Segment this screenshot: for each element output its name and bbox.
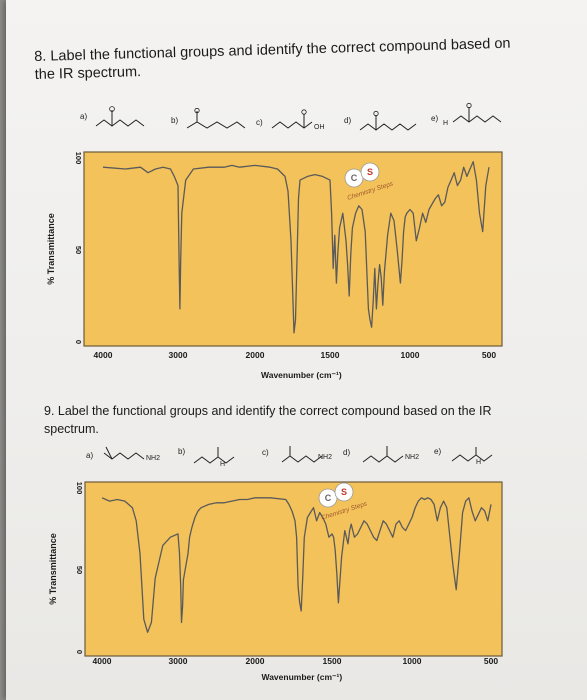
spectrum-line	[102, 161, 490, 334]
x-tick-label: 500	[484, 656, 498, 666]
watermark-badge-s	[360, 162, 380, 182]
y-tick-label: 100	[74, 152, 83, 165]
x-tick-label: 1500	[321, 350, 340, 360]
y-tick-label: 100	[75, 482, 84, 495]
q8-choice-c[interactable]: c) OH	[256, 109, 325, 131]
x-tick-label: 4000	[93, 656, 112, 666]
spectrum-line	[101, 497, 492, 633]
hydrogen-label: H	[443, 120, 449, 127]
y-tick-label: 0	[75, 650, 84, 654]
hydrogen-label: H	[220, 461, 226, 468]
choice-letter: e)	[431, 114, 439, 123]
hydrogen-label: H	[476, 459, 482, 466]
q8-choice-a[interactable]: a)	[80, 106, 145, 127]
x-tick-label: 1000	[401, 350, 420, 360]
choice-letter: e)	[434, 447, 442, 456]
q8-choice-e[interactable]: e) H	[431, 102, 502, 127]
q9-choice-a[interactable]: a) NH2	[86, 446, 160, 462]
choice-letter: a)	[86, 451, 94, 460]
ketone-structure-icon	[359, 110, 417, 131]
x-axis-label: Wavenumber (cm⁻¹)	[261, 370, 342, 380]
amine-structure-icon	[103, 446, 145, 460]
choice-letter: a)	[80, 112, 88, 121]
watermark-letter-s: S	[341, 487, 347, 497]
question-9-prompt: 9. Label the functional groups and ident…	[44, 404, 492, 436]
amine-structure-icon	[193, 447, 235, 464]
watermark-letter-c: C	[325, 493, 332, 503]
y-tick-label: 50	[75, 566, 84, 574]
hydroxyl-label: OH	[314, 124, 325, 131]
carboxylic-acid-structure-icon	[271, 109, 313, 129]
choice-letter: d)	[343, 448, 351, 457]
plot-area	[84, 481, 503, 657]
choice-letter: b)	[171, 116, 179, 125]
choice-letter: d)	[344, 116, 352, 125]
aldehyde-structure-icon	[452, 102, 502, 123]
amine-label: NH2	[405, 454, 420, 461]
ester-structure-icon	[186, 108, 246, 129]
q9-choice-e[interactable]: e) H	[434, 447, 493, 466]
q8-choice-b[interactable]: b)	[171, 108, 246, 129]
x-tick-label: 2000	[246, 350, 265, 360]
amine-structure-icon	[362, 446, 404, 463]
x-tick-label: 4000	[94, 350, 113, 360]
q9-choice-c[interactable]: c) NH2	[262, 446, 332, 463]
y-tick-label: 50	[74, 246, 83, 254]
amine-structure-icon	[451, 447, 493, 462]
x-axis-label: Wavenumber (cm⁻¹)	[261, 672, 342, 682]
q8-choice-d[interactable]: d)	[344, 110, 417, 131]
y-axis-label: % Transmittance	[48, 533, 58, 605]
y-axis-label: % Transmittance	[46, 213, 56, 285]
worksheet-page: 8. Label the functional groups and ident…	[6, 0, 587, 700]
choice-letter: c)	[262, 448, 269, 457]
q9-choice-b[interactable]: b) H	[178, 447, 235, 468]
ester-structure-icon	[95, 106, 145, 127]
x-tick-label: 3000	[169, 350, 188, 360]
amine-label: NH2	[318, 454, 333, 461]
choice-letter: c)	[256, 118, 263, 127]
x-tick-label: 3000	[169, 656, 188, 666]
amine-label: NH2	[146, 455, 161, 462]
watermark-letter-s: S	[367, 167, 373, 177]
y-tick-label: 0	[74, 340, 83, 344]
watermark-letter-c: C	[351, 173, 358, 183]
amine-structure-icon	[281, 446, 323, 463]
watermark-badge-s	[334, 482, 354, 502]
x-tick-label: 1500	[323, 656, 342, 666]
x-tick-label: 500	[482, 350, 496, 360]
q9-choice-d[interactable]: d) NH2	[343, 446, 419, 463]
x-tick-label: 2000	[246, 656, 265, 666]
x-tick-label: 1000	[403, 656, 422, 666]
choice-letter: b)	[178, 447, 186, 456]
